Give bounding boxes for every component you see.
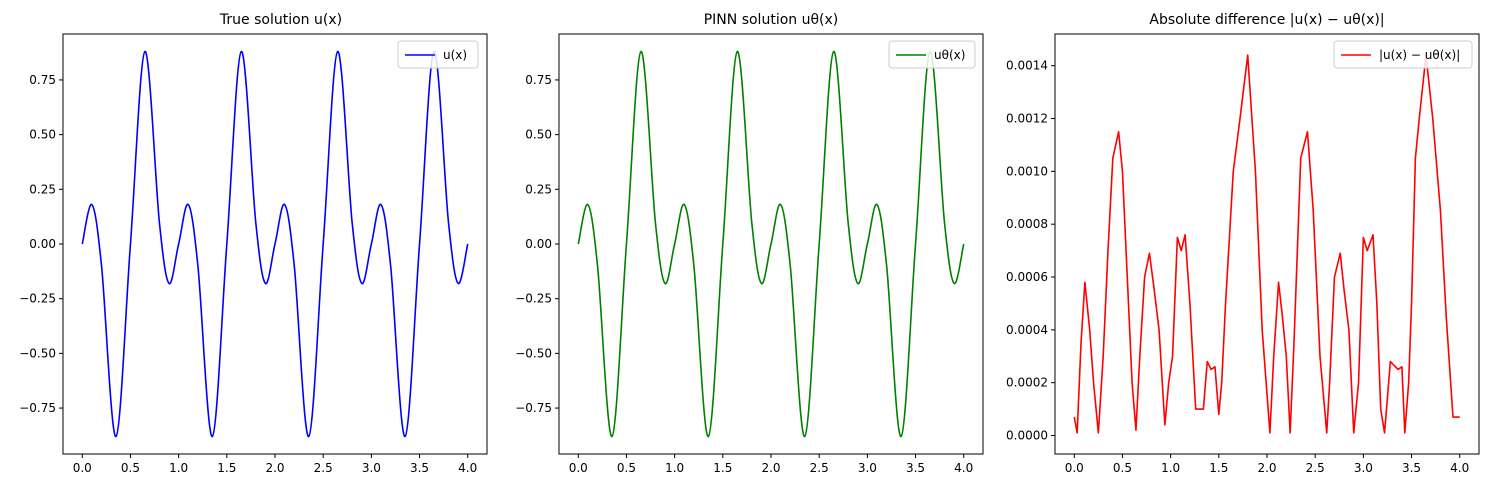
panel-true-solution: True solution u(x) 0.0 0.5 1.0 1.5 2.0 2.5 3.0… (19, 12, 488, 475)
panel-pinn-solution: PINN solution uθ(x) 0.0 0.5 1.0 1.5 2.0 2.5 3.… (515, 12, 984, 475)
plot-area (1073, 54, 1460, 434)
x-tick-label: 3.0 (858, 461, 877, 475)
x-tick-label: 2.0 (1257, 461, 1276, 475)
y-tick-label: −0.50 (515, 346, 552, 360)
x-tick-label: 0.0 (569, 461, 588, 475)
y-tick-label: 0.0014 (1006, 59, 1048, 73)
x-tick-label: 3.5 (906, 461, 925, 475)
y-tick-label: 0.00 (29, 237, 56, 251)
y-tick-label: −0.50 (19, 346, 56, 360)
legend-box (397, 40, 479, 69)
x-tick-label: 0.5 (617, 461, 636, 475)
legend-label-difference: |u(x) − uθ(x)| (1379, 48, 1460, 62)
title-absolute-difference: Absolute difference |u(x) − uθ(x)| (1149, 12, 1384, 28)
y-tick-label: 0.75 (525, 73, 552, 87)
x-axis: 0.0 0.5 1.0 1.5 2.0 2.5 3.0 3.5 4.0 (569, 454, 973, 475)
x-tick-label: 1.0 (1161, 461, 1180, 475)
x-tick-label: 0.5 (121, 461, 140, 475)
x-tick-label: 3.5 (1402, 461, 1421, 475)
legend: u(x) (397, 40, 479, 69)
legend: uθ(x) (888, 40, 976, 69)
y-axis: −0.75 −0.50 −0.25 0.00 0.25 0.50 0.75 (19, 73, 63, 415)
y-tick-label: 0.0010 (1006, 164, 1048, 178)
y-tick-label: 0.0000 (1006, 429, 1048, 443)
y-tick-label: 0.0004 (1006, 323, 1048, 337)
y-tick-label: 0.25 (525, 182, 552, 196)
title-true-solution: True solution u(x) (219, 12, 342, 28)
y-tick-label: 0.25 (29, 182, 56, 196)
series-line (1073, 54, 1460, 434)
x-tick-label: 3.5 (410, 461, 429, 475)
series-line (81, 50, 469, 438)
y-tick-label: 0.0006 (1006, 270, 1048, 284)
x-axis: 0.0 0.5 1.0 1.5 2.0 2.5 3.0 3.5 4.0 (1065, 454, 1469, 475)
x-axis: 0.0 0.5 1.0 1.5 2.0 2.5 3.0 3.5 4.0 (73, 454, 477, 475)
y-tick-label: −0.25 (515, 292, 552, 306)
x-tick-label: 2.0 (761, 461, 780, 475)
x-tick-label: 0.5 (1113, 461, 1132, 475)
legend: |u(x) − uθ(x)| (1333, 40, 1473, 69)
y-tick-label: 0.0002 (1006, 376, 1048, 390)
x-tick-label: 1.5 (713, 461, 732, 475)
x-tick-label: 1.0 (665, 461, 684, 475)
y-tick-label: 0.00 (525, 237, 552, 251)
x-tick-label: 4.0 (954, 461, 973, 475)
x-tick-label: 2.0 (265, 461, 284, 475)
x-tick-label: 2.5 (314, 461, 333, 475)
plot-area (577, 50, 965, 438)
series-line (577, 50, 965, 438)
x-tick-label: 4.0 (1450, 461, 1469, 475)
plot-area (81, 50, 469, 438)
legend-box (888, 40, 976, 69)
y-axis: −0.75 −0.50 −0.25 0.00 0.25 0.50 0.75 (515, 73, 559, 415)
y-tick-label: 0.0012 (1006, 112, 1048, 126)
x-tick-label: 4.0 (458, 461, 477, 475)
x-tick-label: 2.5 (810, 461, 829, 475)
y-tick-label: 0.50 (29, 128, 56, 142)
legend-label-u: u(x) (443, 48, 467, 62)
y-tick-label: −0.75 (19, 401, 56, 415)
x-tick-label: 1.5 (1209, 461, 1228, 475)
y-tick-label: 0.0008 (1006, 217, 1048, 231)
x-tick-label: 1.5 (217, 461, 236, 475)
title-pinn-solution: PINN solution uθ(x) (704, 12, 839, 28)
y-tick-label: 0.75 (29, 73, 56, 87)
panel-absolute-difference: Absolute difference |u(x) − uθ(x)| 0.0 0.… (1006, 12, 1480, 475)
x-tick-label: 1.0 (169, 461, 188, 475)
x-tick-label: 3.0 (1354, 461, 1373, 475)
y-tick-label: −0.25 (19, 292, 56, 306)
x-tick-label: 2.5 (1306, 461, 1325, 475)
legend-label-utheta: uθ(x) (934, 48, 965, 62)
y-tick-label: 0.50 (525, 128, 552, 142)
x-tick-label: 0.0 (1065, 461, 1084, 475)
legend-box (1333, 40, 1473, 69)
x-tick-label: 3.0 (362, 461, 381, 475)
y-axis: 0.0000 0.0002 0.0004 0.0006 0.0008 0.0010 0.00… (1006, 59, 1055, 443)
x-tick-label: 0.0 (73, 461, 92, 475)
y-tick-label: −0.75 (515, 401, 552, 415)
